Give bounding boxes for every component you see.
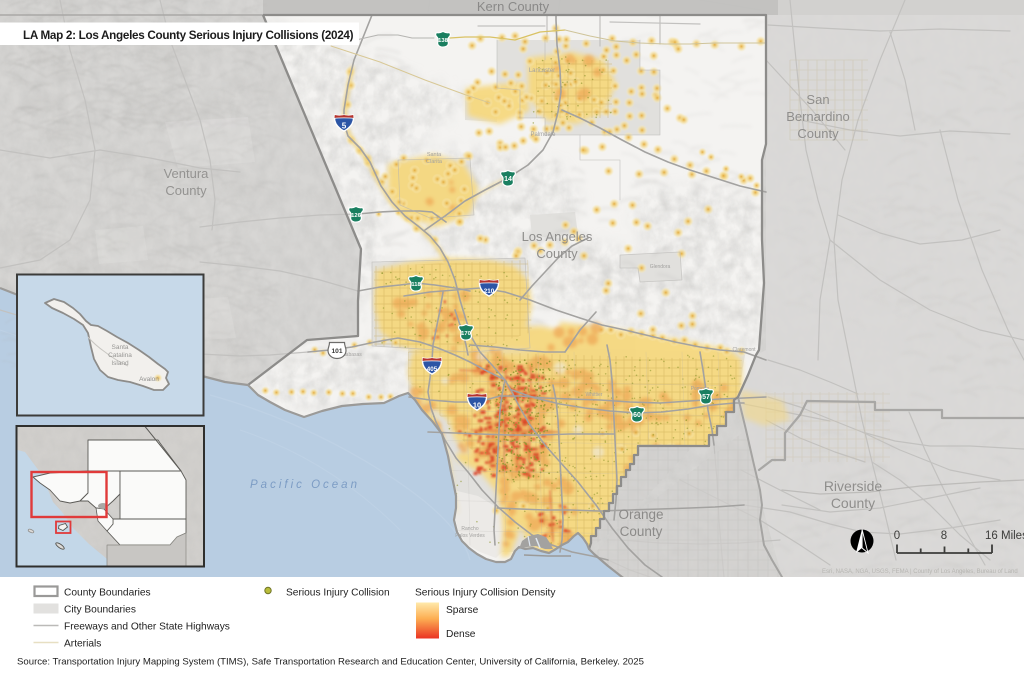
svg-text:126: 126 xyxy=(351,213,361,219)
svg-text:Arterials: Arterials xyxy=(64,639,101,650)
svg-text:Ventura: Ventura xyxy=(164,166,210,181)
svg-text:Catalina: Catalina xyxy=(108,352,132,359)
svg-text:138: 138 xyxy=(438,38,448,44)
svg-text:Whittier: Whittier xyxy=(586,392,603,398)
svg-text:Palos Verdes: Palos Verdes xyxy=(455,533,485,539)
svg-text:Lancaster: Lancaster xyxy=(529,68,555,74)
svg-text:County: County xyxy=(831,495,875,511)
svg-text:County Boundaries: County Boundaries xyxy=(64,588,151,599)
svg-text:5: 5 xyxy=(342,121,347,130)
svg-text:Santa: Santa xyxy=(112,344,129,351)
svg-text:Santa: Santa xyxy=(427,152,442,158)
svg-text:Claremont: Claremont xyxy=(732,347,756,353)
svg-text:10: 10 xyxy=(473,400,481,409)
svg-text:County: County xyxy=(797,126,839,141)
svg-text:Pomona: Pomona xyxy=(691,386,710,392)
svg-text:Esri, NASA, NGA, USGS, FEMA |: Esri, NASA, NGA, USGS, FEMA | County of … xyxy=(822,569,1018,575)
svg-text:Rancho: Rancho xyxy=(461,526,478,532)
svg-text:Source: Transportation Injury: Source: Transportation Injury Mapping Sy… xyxy=(17,657,644,668)
svg-text:Freeways and Other State Highw: Freeways and Other State Highways xyxy=(64,622,230,633)
svg-text:County: County xyxy=(536,246,578,261)
svg-text:60: 60 xyxy=(633,412,641,419)
svg-text:101: 101 xyxy=(331,348,342,355)
svg-text:Avalon: Avalon xyxy=(139,376,159,383)
svg-text:57: 57 xyxy=(702,394,710,401)
svg-text:Pacific Ocean: Pacific Ocean xyxy=(250,479,360,491)
svg-text:405: 405 xyxy=(427,366,438,373)
svg-text:San: San xyxy=(806,92,829,107)
svg-text:Serious Injury Collision Densi: Serious Injury Collision Density xyxy=(415,588,556,599)
svg-text:Calabasas: Calabasas xyxy=(338,352,362,358)
svg-text:Kern County: Kern County xyxy=(477,0,550,14)
svg-text:County: County xyxy=(165,183,207,198)
svg-text:LA Map 2: Los Angeles County S: LA Map 2: Los Angeles County Serious Inj… xyxy=(23,29,354,42)
svg-text:0: 0 xyxy=(894,530,900,542)
svg-text:Glendora: Glendora xyxy=(650,264,671,270)
svg-text:Island: Island xyxy=(111,360,129,367)
svg-text:14: 14 xyxy=(504,176,512,183)
svg-text:Bernardino: Bernardino xyxy=(786,109,850,124)
svg-text:Clarita: Clarita xyxy=(426,159,443,165)
svg-text:County: County xyxy=(620,524,663,539)
svg-text:Los Angeles: Los Angeles xyxy=(522,229,593,244)
svg-text:16 Miles: 16 Miles xyxy=(985,530,1024,542)
svg-text:Dense: Dense xyxy=(446,629,476,640)
svg-text:City Boundaries: City Boundaries xyxy=(64,605,136,616)
svg-text:Sparse: Sparse xyxy=(446,605,479,616)
svg-text:118: 118 xyxy=(411,282,421,288)
svg-text:170: 170 xyxy=(461,331,471,337)
svg-text:210: 210 xyxy=(484,288,495,295)
svg-text:Riverside: Riverside xyxy=(824,478,883,494)
svg-text:8: 8 xyxy=(941,530,947,542)
svg-text:Orange: Orange xyxy=(618,507,663,522)
svg-text:Palmdale: Palmdale xyxy=(530,132,556,138)
svg-text:Serious Injury Collision: Serious Injury Collision xyxy=(286,588,390,599)
